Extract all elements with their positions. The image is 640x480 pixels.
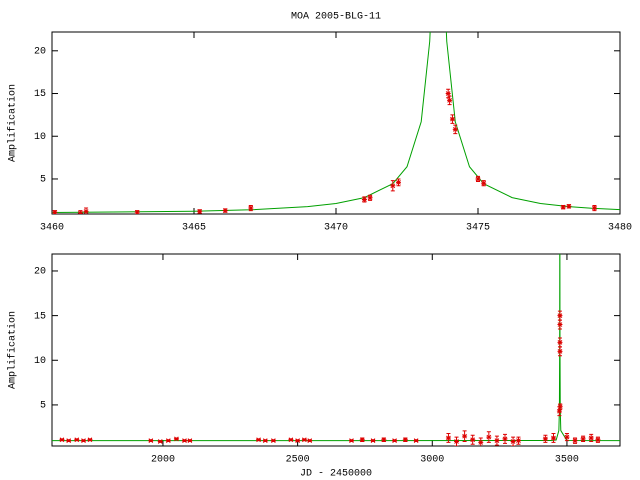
x-tick-label: 3475 (466, 223, 490, 234)
data-point (413, 438, 419, 443)
y-tick-label: 15 (34, 311, 46, 322)
data-point (270, 438, 276, 443)
data-point (256, 437, 262, 443)
data-point (588, 435, 594, 441)
x-tick-label: 3500 (555, 455, 579, 466)
data-point (348, 438, 354, 443)
data-point (557, 322, 563, 327)
data-point (361, 197, 367, 202)
plot-frame (51, 253, 621, 447)
data-point (454, 439, 460, 444)
data-point (390, 183, 396, 189)
chart-title: MOA 2005-BLG-11 (291, 12, 381, 23)
model-curve (52, 32, 620, 214)
data-point (475, 176, 481, 182)
x-tick-label: 3470 (324, 223, 348, 234)
data-point (262, 438, 268, 443)
y-tick-label: 20 (34, 267, 46, 278)
data-point (148, 438, 154, 443)
data-point (173, 436, 179, 442)
data-point (307, 438, 313, 443)
data-point (157, 439, 163, 444)
data-point (370, 438, 376, 443)
data-point (564, 434, 570, 440)
data-point (449, 116, 455, 122)
y-tick-label: 10 (34, 132, 46, 143)
x-tick-label: 3465 (182, 223, 206, 234)
y-axis-label: Amplification (7, 84, 19, 162)
plot-area (52, 254, 620, 446)
data-point (557, 348, 563, 354)
y-tick-label: 10 (34, 356, 46, 367)
data-point (447, 98, 453, 103)
data-point (77, 210, 83, 214)
data-point (66, 438, 72, 443)
data-point (560, 204, 566, 210)
data-point (74, 437, 80, 443)
x-axis-label: JD - 2450000 (300, 469, 372, 480)
data-point (81, 438, 87, 443)
data-point (182, 438, 188, 443)
data-point (481, 180, 487, 186)
data-point (301, 437, 307, 443)
y-axis-label: Amplification (7, 311, 19, 389)
data-point (515, 438, 521, 443)
data-point (566, 203, 572, 209)
data-point (381, 437, 387, 443)
plot-area (52, 32, 620, 214)
data-point (445, 91, 451, 96)
y-tick-label: 20 (34, 46, 46, 57)
data-point (445, 435, 451, 441)
data-point (83, 209, 89, 214)
data-point (134, 209, 140, 214)
data-point (288, 437, 294, 443)
x-tick-label: 3480 (608, 223, 632, 234)
data-point (550, 435, 556, 441)
data-point (187, 438, 193, 443)
data-point (248, 205, 254, 211)
data-point (486, 434, 492, 440)
y-tick-label: 5 (40, 401, 46, 412)
plot-frame (51, 31, 621, 215)
y-tick-label: 15 (34, 89, 46, 100)
data-point (222, 208, 228, 213)
x-tick-label: 2500 (286, 455, 310, 466)
data-point (557, 404, 563, 410)
model-curve (52, 254, 620, 442)
data-point (359, 437, 365, 443)
data-point (452, 127, 458, 132)
data-point (510, 439, 516, 444)
data-point (595, 437, 601, 443)
x-tick-label: 3460 (40, 223, 64, 234)
data-point (367, 195, 373, 201)
data-point (197, 209, 203, 214)
data-point (402, 437, 408, 443)
data-point (580, 436, 586, 442)
data-point (572, 438, 578, 443)
data-point (478, 440, 484, 445)
data-point (502, 436, 508, 442)
data-point (462, 433, 468, 439)
data-point (557, 313, 563, 318)
data-point (52, 209, 58, 214)
data-point (557, 340, 563, 345)
data-point (295, 438, 301, 443)
data-point (87, 437, 93, 443)
y-tick-label: 5 (40, 175, 46, 186)
x-tick-label: 2000 (151, 455, 175, 466)
data-point (470, 437, 476, 443)
data-point (392, 438, 398, 443)
data-point (591, 205, 597, 211)
data-point (165, 438, 171, 443)
data-point (542, 436, 548, 442)
data-point (395, 180, 401, 185)
x-tick-label: 3000 (420, 455, 444, 466)
data-point (59, 437, 65, 443)
data-point (494, 438, 500, 443)
